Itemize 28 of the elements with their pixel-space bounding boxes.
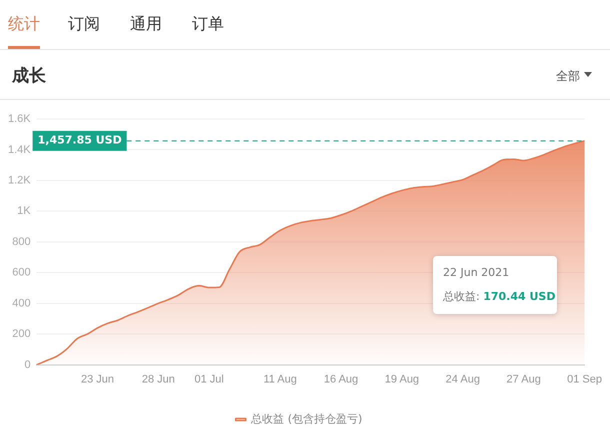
y-tick-label: 200 (12, 328, 31, 340)
x-tick-label: 19 Aug (384, 373, 420, 386)
y-tick-label: 600 (12, 266, 31, 279)
x-tick-label: 16 Aug (324, 373, 358, 386)
legend-label: 总收益 (包含持仓盈亏) (250, 412, 362, 426)
x-tick-label: 28 Jun (142, 373, 175, 386)
ref-line-label: 1,457.85 USD (38, 134, 122, 147)
y-tick-label: 800 (12, 236, 31, 248)
annotation: 总收益: 170.44 USD (443, 289, 556, 304)
text: 全部 (556, 68, 580, 85)
text: 订单 (192, 14, 224, 35)
y-tick-label: 1.6K (8, 113, 32, 126)
y-tick-label: 400 (12, 297, 31, 310)
y-tick-label: 1.4K (8, 144, 32, 156)
y-tick-label: 1K (17, 205, 32, 218)
annotation: 22 Jun 2021 (443, 266, 510, 279)
text: 订阅 (68, 14, 100, 35)
x-tick-label: 23 Jun (80, 373, 114, 386)
y-tick-label: 0 (24, 358, 31, 371)
text: 通用 (130, 14, 162, 35)
x-tick-label: 24 Aug (446, 373, 480, 386)
chart-title: 成长 (12, 65, 46, 87)
x-tick-label: 27 Aug (506, 373, 541, 386)
x-tick-label: 11 Aug (263, 373, 297, 386)
x-tick-label: 01 Jul (194, 373, 224, 386)
x-tick-label: 01 Sep (567, 373, 602, 386)
y-tick-label: 1.2K (8, 174, 32, 186)
text: 统计 (8, 14, 40, 35)
